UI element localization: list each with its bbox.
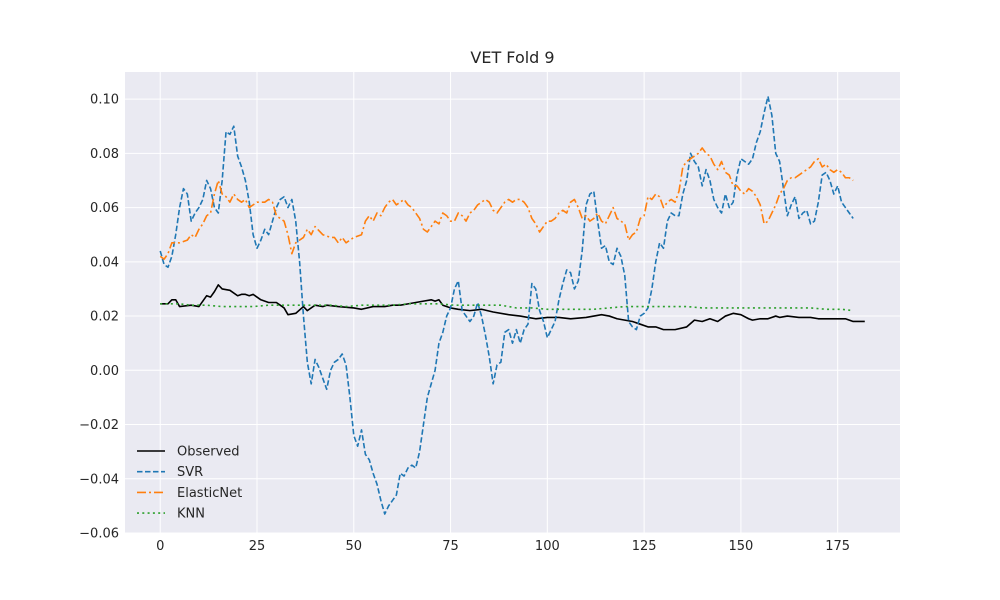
grid-lines (125, 72, 900, 534)
y-tick-label: 0.10 (90, 93, 119, 108)
series-line-observed (160, 284, 865, 331)
y-axis: −0.06 −0.04 −0.02 0.00 0.02 0.04 0.06 0.08 0.10 (79, 93, 119, 542)
x-tick-label: 100 (535, 539, 560, 554)
y-tick-label: 0.06 (90, 201, 119, 216)
y-tick-label: 0.04 (90, 255, 119, 270)
y-tick-label: −0.02 (79, 418, 119, 433)
x-tick-label: 75 (442, 539, 459, 554)
x-axis: 0 25 50 75 100 125 150 175 (156, 539, 850, 554)
y-tick-label: −0.04 (79, 472, 119, 487)
x-tick-label: 175 (825, 539, 850, 554)
x-tick-label: 150 (728, 539, 753, 554)
legend-label: ElasticNet (177, 486, 242, 501)
x-tick-label: 25 (249, 539, 266, 554)
legend: Observed SVR ElasticNet KNN (137, 445, 242, 522)
series-layer (159, 95, 865, 515)
x-tick-label: 0 (156, 539, 164, 554)
y-tick-label: 0.08 (90, 147, 119, 162)
chart-title: VET Fold 9 (470, 48, 554, 67)
legend-label: SVR (177, 465, 203, 480)
legend-label: Observed (177, 445, 240, 460)
x-tick-label: 125 (632, 539, 657, 554)
y-tick-label: −0.06 (79, 527, 119, 542)
x-tick-label: 50 (346, 539, 363, 554)
y-tick-label: 0.00 (90, 364, 119, 379)
legend-label: KNN (177, 507, 205, 522)
plot-area (125, 72, 900, 533)
y-tick-label: 0.02 (90, 310, 119, 325)
series-line-svr (159, 95, 854, 515)
